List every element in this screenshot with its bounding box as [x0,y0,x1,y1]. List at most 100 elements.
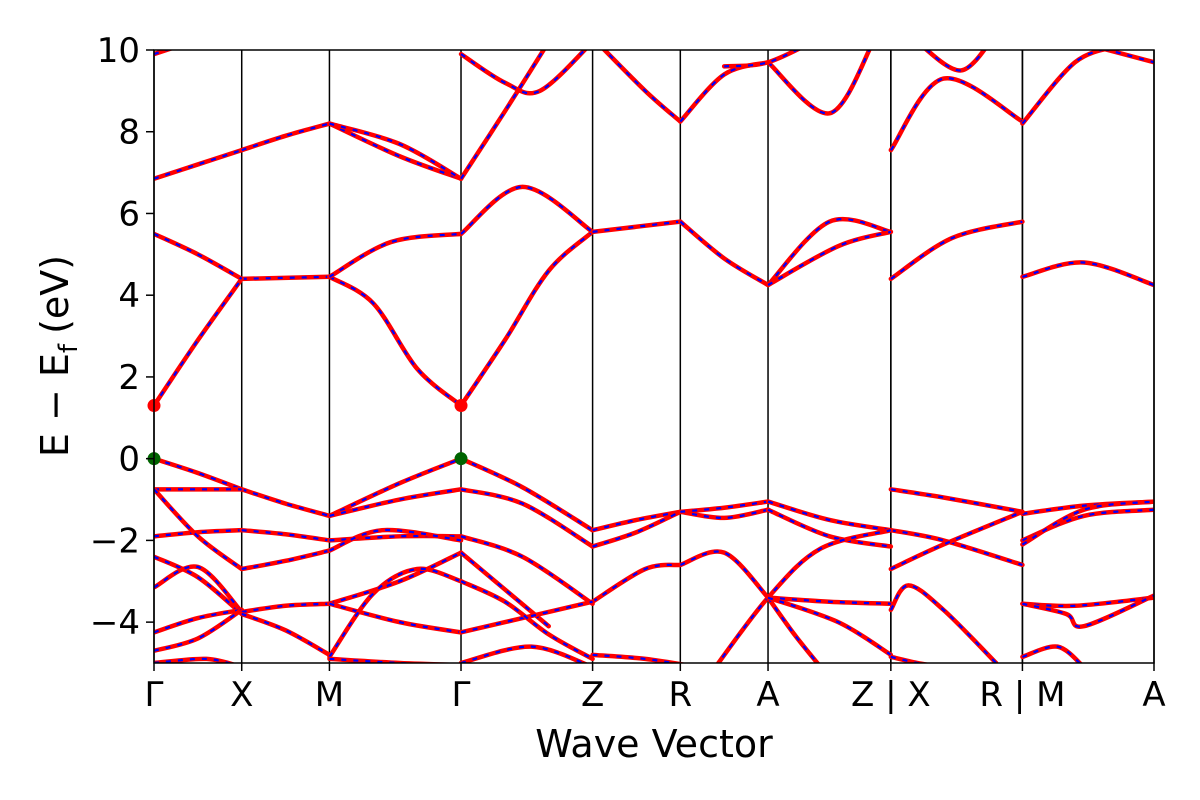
x-tick-label: X [230,675,253,715]
wannier-band-line [460,185,594,235]
dft-band-line [458,229,595,408]
wannier-band-line [460,457,594,532]
x-tick-label: Z [581,675,604,715]
wannier-band-line [679,550,769,599]
dft-band-line [1099,50,1154,65]
wannier-band-line [328,275,462,407]
wannier-band-line [154,657,233,663]
wannier-band-line [154,565,243,613]
y-tick-label: 8 [118,113,140,153]
dft-band-line [327,274,464,408]
wannier-band-line [1022,596,1154,608]
wannier-band-line [154,232,243,280]
x-tick-label: R | M [979,675,1065,715]
wannier-band-line [241,612,330,656]
kpoint-divider-lines [153,50,1155,663]
wannier-band-line [1022,500,1154,515]
dft-band-line [154,276,244,408]
y-axis-ticks: −4 −2 0 2 4 6 8 10 [90,31,154,643]
dft-band-line [327,527,464,553]
dft-band-line [888,487,1025,515]
dft-band-line [239,527,332,543]
wannier-band-line [460,535,594,605]
wannier-band-line [328,232,462,278]
dft-band-line [239,601,332,615]
wannier-band-line [1022,594,1154,628]
dft-band-line [765,499,894,533]
y-axis-label: E − Ef (eV) [33,255,84,457]
x-tick-label: R [669,675,693,715]
wannier-band-line [329,551,462,605]
x-tick-label: M [315,675,344,715]
wannier-band-line [460,580,594,660]
wannier-band-line [460,645,586,663]
wannier-band-line [154,488,243,570]
wannier-band-line [679,61,769,123]
wannier-band-line [592,653,681,663]
dft-band-line [1020,507,1154,543]
wannier-band-line [1021,500,1154,546]
wannier-band-line [329,528,462,552]
wannier-band-line [329,534,462,542]
band-lines [154,50,1154,663]
dft-band-line [765,50,872,116]
x-axis-label: Wave Vector [535,722,773,766]
wannier-band-line [767,218,892,286]
wannier-band-line [1103,50,1154,64]
dft-band-line [888,219,1025,282]
wannier-band-line [592,220,681,233]
y-tick-label: 10 [97,31,140,71]
x-tick-label: A [1142,675,1165,715]
wannier-band-line [329,488,462,517]
wannier-band-line [1021,50,1107,125]
wannier-band-line [154,555,243,615]
y-axis-label-main: E − E [33,353,77,457]
vbm-marker [454,452,468,466]
y-axis-label-subscript: f [54,343,84,353]
wannier-band-line [767,50,871,115]
wannier-band-line [890,220,1023,280]
dft-band-line [888,76,1025,153]
wannier-band-line [460,600,593,634]
wannier-band-line [592,563,681,603]
wannier-band-line [890,510,1023,571]
dft-band-line [888,654,931,663]
band-edge-markers [147,399,468,466]
wannier-band-line [460,551,550,628]
y-axis-label-unit: (eV) [33,255,77,334]
y-tick-label: 0 [118,440,140,480]
dft-band-line [1020,50,1112,126]
dft-band-line [154,607,244,635]
wannier-band-line [603,50,682,123]
dft-band-line [678,219,771,288]
x-axis-ticks: Γ X M Γ Z R A Z | X R | M A [145,663,1166,715]
dft-band-line [327,566,464,660]
wannier-band-line [329,602,462,634]
dft-band-line [327,121,464,181]
dft-band-line [154,456,244,492]
wannier-band-line [329,657,430,663]
dft-band-line [765,229,894,288]
dft-band-line [678,499,771,515]
wannier-band-line [460,50,587,95]
wannier-band-line [767,596,891,605]
dft-band-line [590,562,683,604]
dft-band-line [1020,260,1154,288]
wannier-band-line [1022,645,1082,663]
y-tick-label: 6 [118,194,140,234]
x-tick-label: Γ [452,675,471,715]
dft-band-line [458,184,595,237]
x-tick-label: A [756,675,779,715]
wannier-band-line [241,275,330,280]
x-tick-label: Γ [145,675,164,715]
wannier-band-line [679,220,769,286]
x-tick-label: Z | X [851,675,931,715]
dft-band-line [327,656,462,663]
dft-band-line [239,121,332,153]
dft-band-line [888,583,999,663]
y-tick-label: −2 [90,521,140,561]
wannier-band-line [767,230,892,286]
wannier-band-line [767,596,892,656]
wannier-band-line [767,508,892,548]
